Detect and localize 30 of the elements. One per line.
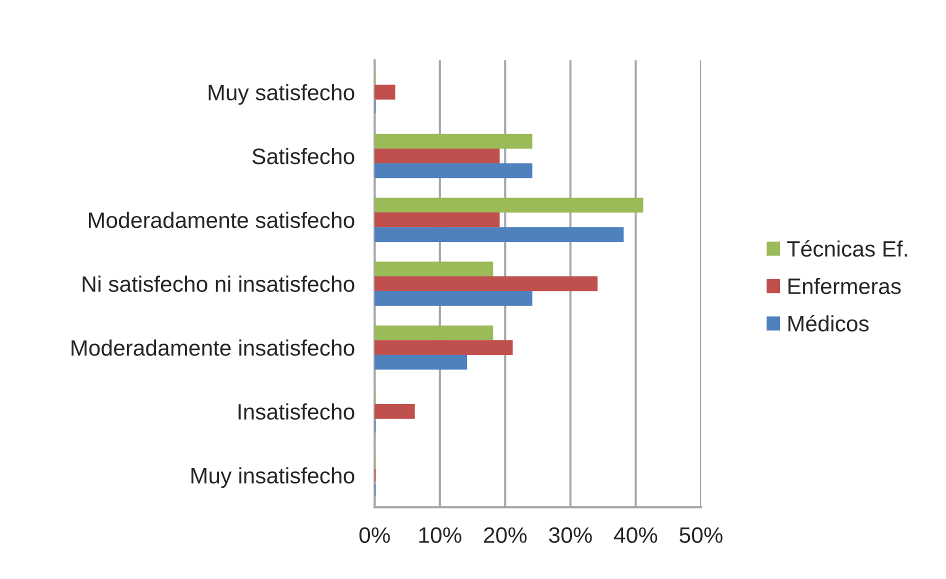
bar [374, 404, 415, 419]
bar [374, 340, 513, 355]
bar [374, 198, 644, 213]
bar [374, 227, 624, 242]
y-tick-label: Ni satisfecho ni insatisfecho [82, 276, 354, 292]
bar [374, 354, 468, 370]
y-tick-label: Muy insatisfecho [192, 467, 354, 488]
bar [374, 84, 396, 100]
bar [374, 276, 598, 292]
bar [374, 262, 494, 276]
x-tick-label: 30% [549, 527, 592, 543]
bar [374, 212, 500, 228]
bar [374, 290, 532, 306]
bar [374, 148, 500, 164]
legend-label: Técnicas Ef. [787, 240, 907, 257]
x-tick-label: 10% [419, 527, 462, 543]
y-tick-label: Muy satisfecho [208, 84, 354, 105]
x-tick-label: 0% [359, 527, 390, 543]
legend-label: Médicos [788, 314, 869, 332]
bar [374, 134, 532, 149]
x-tick-label: 20% [484, 527, 527, 543]
x-tick-label: 40% [614, 527, 658, 543]
y-tick-label: Moderadamente insatisfecho [72, 340, 354, 356]
y-tick-label: Moderadamente satisfecho [88, 212, 354, 228]
y-tick-label: Insatisfecho [238, 403, 354, 420]
bar [374, 163, 532, 178]
y-tick-label: Satisfecho [252, 148, 354, 164]
x-tick-label: 50% [680, 527, 722, 543]
legend-label: Enfermeras [788, 278, 901, 294]
bar [374, 325, 494, 340]
